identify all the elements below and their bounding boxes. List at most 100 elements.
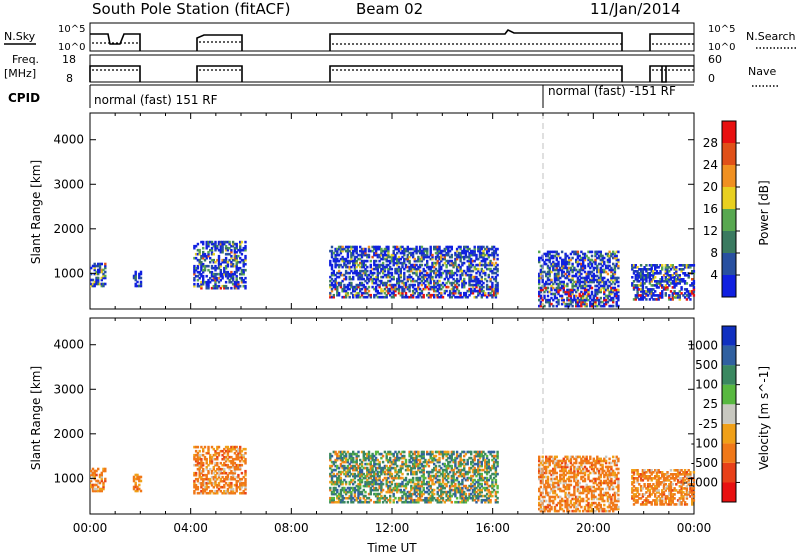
echo-cell [473,492,476,496]
echo-cell [396,277,399,281]
nsky-label: N.Sky [4,30,36,43]
echo-cell [459,460,462,464]
echo-cell [459,456,462,460]
echo-cell [376,255,379,259]
echo-cell [571,270,574,274]
echo-cell [567,278,571,282]
echo-cell [353,460,357,464]
echo-cell [434,450,438,454]
echo-cell [332,269,335,273]
echo-cell [374,462,378,466]
echo-cell [468,488,471,492]
echo-cell [545,475,548,479]
echo-cell [583,288,587,292]
echo-cell [654,284,657,287]
echo-cell [367,482,371,486]
echo-cell [239,487,242,491]
echo-cell [457,460,461,464]
echo-cell [659,280,662,283]
echo-cell [359,482,362,486]
echo-cell [203,252,207,256]
echo-cell [95,272,98,276]
echo-cell [334,287,337,291]
echo-cell [93,489,96,493]
echo-cell [433,281,436,285]
echo-cell [336,496,339,500]
echo-cell [224,471,228,475]
echo-cell [203,266,207,270]
echo-cell [475,283,478,287]
echo-cell [608,292,611,296]
echo-cell [668,278,671,281]
echo-cell [226,453,230,457]
echo-cell [538,497,541,501]
echo-cell [457,269,461,273]
echo-cell [575,260,578,264]
echo-cell [399,279,402,283]
echo-cell [596,298,599,302]
echo-cell [429,271,432,275]
echo-cell [612,250,615,254]
echo-cell [355,259,358,263]
echo-cell [475,267,478,271]
echo-cell [132,276,136,280]
echo-cell [373,287,376,291]
echo-cell [389,496,392,500]
echo-cell [441,462,445,466]
echo-cell [403,249,406,253]
echo-cell [615,280,618,284]
echo-cell [494,275,498,279]
echo-cell [480,289,483,293]
echo-cell [480,251,483,255]
echo-cell [226,465,230,469]
echo-cell [496,500,499,504]
echo-cell [475,255,478,259]
echo-cell [217,284,221,288]
echo-cell [418,454,422,458]
echo-cell [390,291,394,295]
echo-cell [350,466,353,470]
echo-cell [463,490,466,494]
echo-cell [461,249,464,253]
echo-cell [228,240,231,244]
echo-cell [202,461,205,465]
echo-cell [244,254,247,258]
echo-cell [482,478,485,482]
echo-cell [466,245,469,249]
echo-cell [592,274,595,278]
echo-cell [589,260,592,264]
echo-cell [560,260,564,264]
echo-cell [212,447,215,451]
echo-cell [233,272,237,276]
echo-cell [487,460,490,464]
echo-cell [578,300,581,304]
echo-cell [242,459,245,463]
echo-cell [373,259,376,263]
echo-cell [634,298,637,301]
echo-cell [359,273,362,277]
nsearch-line [92,41,694,45]
echo-cell [219,449,222,453]
echo-cell [207,268,210,272]
echo-cell [652,288,655,291]
echo-cell [662,286,666,289]
echo-cell [582,296,585,300]
echo-cell [242,268,245,272]
echo-cell [440,273,443,277]
echo-cell [433,285,436,289]
echo-cell [583,292,587,296]
echo-cell [445,458,448,462]
echo-cell [420,295,424,299]
echo-cell [374,275,378,279]
echo-cell [341,456,344,460]
echo-cell [196,445,200,449]
echo-cell [371,452,374,456]
echo-cell [489,494,492,498]
echo-cell [569,296,573,300]
echo-cell [417,492,420,496]
echo-cell [420,468,424,472]
echo-cell [447,271,450,275]
echo-cell [692,294,696,297]
echo-cell [454,482,457,486]
echo-cell [369,480,372,484]
